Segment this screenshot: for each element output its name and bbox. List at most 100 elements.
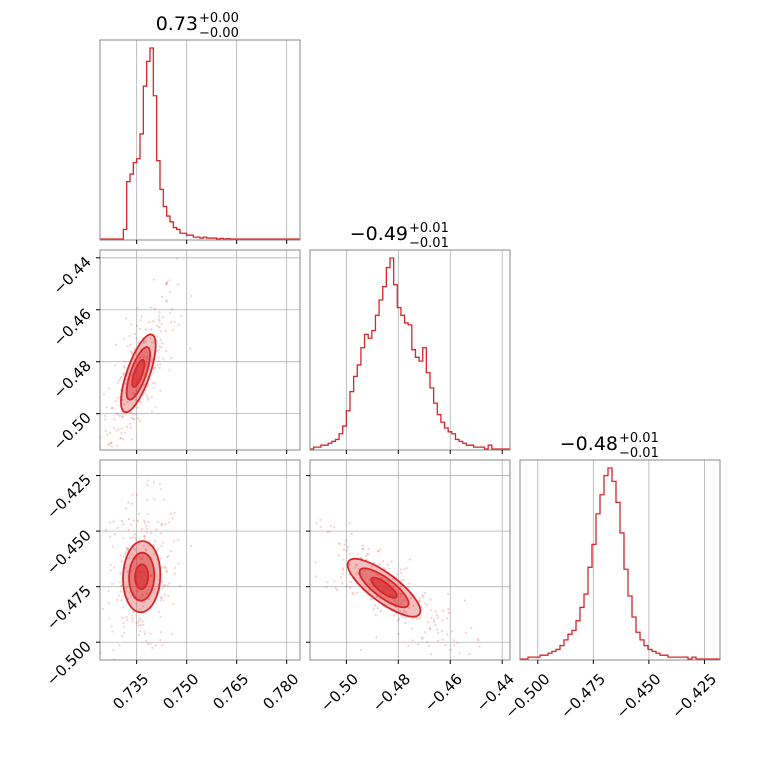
sample-point — [346, 545, 350, 549]
sample-point — [368, 583, 372, 586]
x-tick-label: −0.450 — [613, 670, 665, 722]
y-tick-label: −0.46 — [50, 305, 95, 350]
sample-point — [404, 621, 407, 625]
sample-point — [145, 394, 148, 397]
sample-point — [190, 294, 193, 298]
sample-point — [161, 587, 164, 590]
sample-point — [326, 581, 329, 584]
x-tick-label: −0.46 — [421, 670, 466, 715]
sample-point — [161, 580, 164, 583]
sample-point — [98, 451, 100, 453]
sample-point — [165, 571, 168, 574]
sample-point — [165, 300, 169, 303]
sample-point — [131, 553, 134, 556]
sample-point — [145, 360, 148, 363]
sample-point — [159, 615, 162, 618]
sample-point — [342, 568, 345, 571]
sample-point — [126, 345, 129, 348]
sample-point — [98, 456, 100, 458]
sample-point — [114, 400, 117, 403]
sample-point — [378, 563, 382, 566]
sample-point — [138, 356, 141, 359]
sample-point — [149, 642, 152, 645]
sample-point — [428, 626, 432, 630]
sample-point — [135, 336, 138, 340]
sample-point — [147, 479, 150, 482]
sample-point — [142, 544, 146, 548]
sample-point — [128, 334, 131, 338]
hist-panel-2-bg — [520, 460, 720, 660]
sample-point — [122, 372, 125, 375]
sample-point — [107, 443, 110, 447]
sample-point — [353, 566, 357, 569]
sample-point — [348, 521, 351, 525]
sample-point — [122, 373, 125, 376]
sample-point — [136, 417, 140, 420]
sample-point — [362, 547, 365, 550]
sample-point — [122, 555, 125, 558]
sample-point — [163, 593, 166, 596]
sample-point — [109, 563, 112, 567]
sample-point — [109, 441, 112, 444]
scatter-panel-0-bg — [100, 250, 300, 450]
sample-point — [131, 536, 134, 539]
sample-point — [135, 557, 138, 560]
sample-point — [339, 576, 342, 579]
sample-point — [354, 563, 358, 567]
sample-point — [411, 627, 414, 630]
sample-point — [168, 290, 172, 293]
scatter-panel-2-frame — [309, 459, 511, 661]
sample-point — [110, 625, 113, 628]
sample-point — [136, 519, 139, 522]
sample-point — [382, 566, 385, 569]
sample-point — [160, 295, 164, 299]
sample-point — [334, 587, 337, 590]
sample-point — [122, 365, 125, 368]
sample-point — [117, 428, 120, 431]
hist-panel-2-frame — [519, 459, 721, 661]
sample-point — [139, 401, 142, 404]
sample-point — [117, 413, 120, 416]
x-tick-label: −0.48 — [369, 670, 414, 715]
sample-point — [121, 635, 124, 638]
sample-point — [417, 617, 420, 620]
scatter-content-0 — [96, 257, 193, 466]
sample-point — [109, 569, 112, 572]
sample-point — [145, 639, 148, 643]
sample-point — [343, 543, 346, 546]
sample-point — [165, 281, 169, 284]
sample-point — [375, 595, 378, 598]
sample-point — [407, 586, 410, 589]
sample-point — [108, 442, 111, 445]
sample-point — [133, 347, 136, 350]
sample-point — [147, 598, 150, 601]
sample-point — [176, 538, 180, 541]
sample-point — [122, 337, 126, 340]
sample-point — [153, 307, 156, 310]
sample-point — [158, 320, 161, 323]
sample-point — [139, 629, 142, 632]
sample-point — [135, 324, 138, 328]
sample-point — [96, 464, 98, 466]
sample-point — [159, 638, 162, 641]
title-value: −0.48 — [560, 433, 618, 455]
sample-point — [130, 438, 133, 441]
sample-point — [122, 537, 125, 540]
sample-point — [375, 636, 378, 639]
sample-point — [349, 580, 353, 584]
sample-point — [161, 342, 164, 345]
sample-point — [430, 608, 433, 612]
sample-point — [120, 520, 124, 523]
sample-point — [442, 609, 445, 612]
sample-point — [157, 356, 160, 359]
sample-point — [131, 391, 135, 395]
sample-point — [152, 341, 156, 344]
sample-point — [137, 512, 141, 515]
sample-point — [155, 574, 158, 578]
sample-point — [125, 317, 128, 320]
sample-point — [111, 630, 114, 633]
sample-point — [365, 558, 368, 561]
sample-point — [137, 633, 141, 636]
sample-point — [149, 306, 152, 309]
sample-point — [160, 566, 164, 569]
